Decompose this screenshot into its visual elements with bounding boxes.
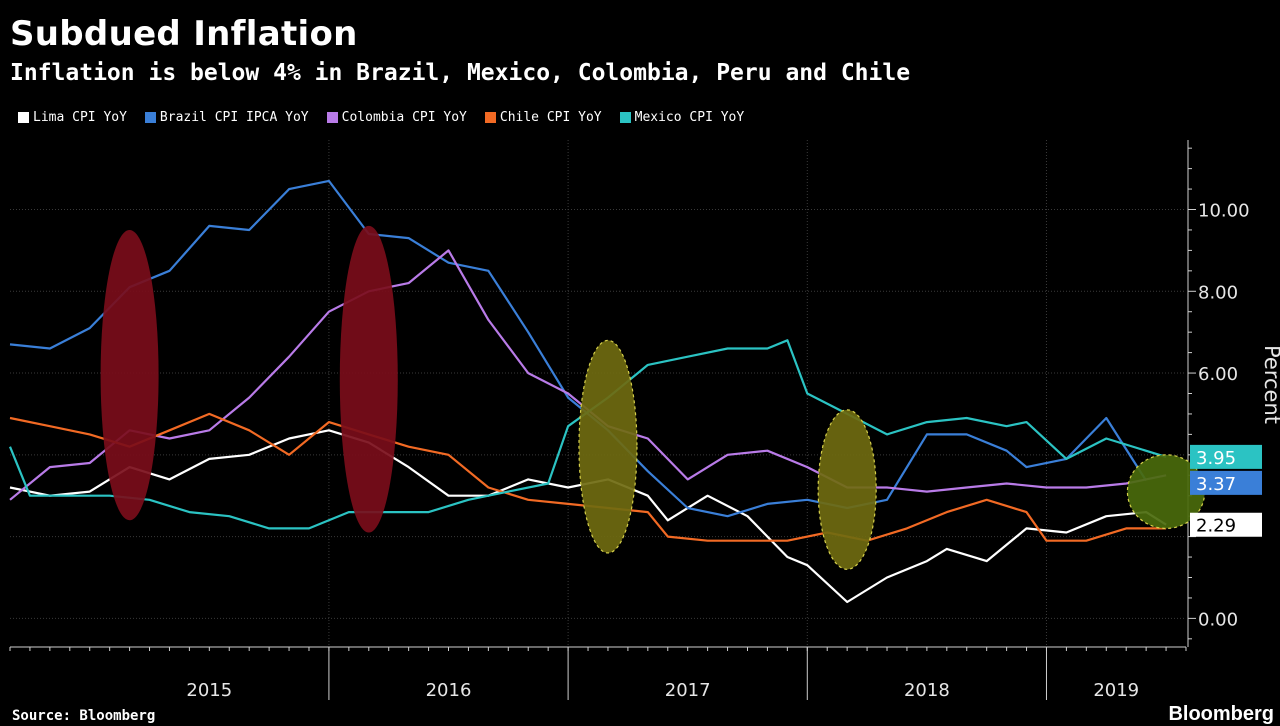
brand-logo: Bloomberg [1168,703,1274,726]
series-line [9,179,1148,518]
legend-label: Colombia CPI YoY [341,110,467,125]
legend-item: Brazil CPI IPCA YoY [144,110,309,125]
legend-item: Colombia CPI YoY [326,110,467,125]
source-note: Source: Bloomberg [12,708,156,724]
legend-swatch [484,112,496,123]
legend-swatch [619,112,631,123]
highlight-ellipse [339,225,398,533]
last-value-badge [1190,470,1262,495]
last-value-badge [1190,444,1262,469]
y-tick-label: 6.00 [1198,364,1238,385]
brand-name: Bloomberg [1168,703,1274,725]
chart-title: Subdued Inflation [10,14,358,54]
last-value-label: 3.37 [1196,474,1236,495]
legend-label: Brazil CPI IPCA YoY [159,110,309,125]
legend-label: Chile CPI YoY [499,110,602,125]
legend-swatch [326,112,338,123]
legend-swatch [18,112,29,123]
y-axis-title: Percent [1260,345,1280,424]
y-tick-label: 0.00 [1198,609,1238,630]
legend-item: Mexico CPI YoY [619,110,745,125]
legend-label: Mexico CPI YoY [634,110,745,125]
legend-item: Chile CPI YoY [484,110,602,125]
x-tick-label: 2019 [1093,680,1139,701]
legend-item: Lima CPI YoY [18,110,127,125]
highlight-ellipse [100,229,159,521]
x-tick-label: 2016 [426,680,472,701]
chart-subtitle: Inflation is below 4% in Brazil, Mexico,… [10,60,911,86]
x-tick-label: 2015 [186,680,232,701]
highlight-ellipse [578,339,638,554]
last-value-label: 2.29 [1196,516,1236,537]
x-tick-label: 2018 [904,680,950,701]
last-value-badge [1190,512,1262,537]
x-tick-label: 2017 [665,680,711,701]
y-tick-label: 10.00 [1198,201,1250,222]
y-tick-label: 8.00 [1198,282,1238,303]
highlight-ellipse [817,409,877,570]
last-value-label: 3.95 [1196,448,1236,469]
legend-swatch [144,112,156,123]
legend-label: Lima CPI YoY [33,110,127,125]
legend: Lima CPI YoY Brazil CPI IPCA YoY Colombia … [18,110,744,125]
